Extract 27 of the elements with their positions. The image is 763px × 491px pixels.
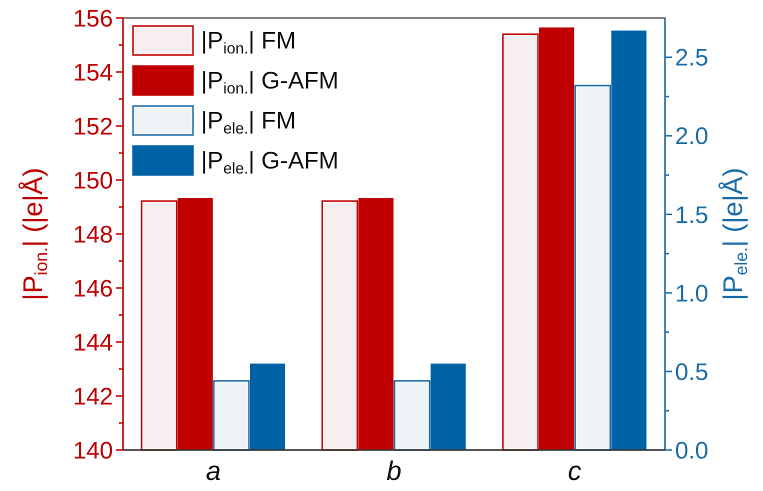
bar (213, 380, 250, 451)
y-tick-label: 152 (72, 113, 113, 140)
y2-tick-label: 2.5 (675, 44, 708, 72)
bar (430, 364, 466, 450)
legend-label: |P$_{ion.}$| G-AFM (201, 67, 339, 98)
y2-tick-label: 0.0 (675, 437, 708, 464)
y-tick-label: 154 (72, 59, 113, 86)
legend-label: |P$_{ele.}$| FM (201, 107, 296, 138)
y-tick-label: 148 (72, 221, 113, 248)
y2-tick-label: 1.5 (675, 202, 708, 229)
y2-tick-label: 0.5 (675, 358, 708, 386)
legend-label: |P$_{ele.}$| G-AFM (201, 147, 339, 178)
y2-tick-label: 1.0 (675, 280, 708, 308)
y-tick-label: 150 (72, 167, 113, 194)
bar (611, 30, 646, 450)
y-tick-label: 140 (72, 437, 113, 464)
x-tick-label: c (568, 456, 582, 486)
y-tick-label: 156 (72, 5, 113, 32)
y-tick-label: 146 (72, 275, 113, 302)
y2-tick-label: 2.0 (675, 123, 708, 150)
bar (394, 380, 430, 451)
y-tick-label: 144 (72, 329, 113, 356)
x-tick-label: b (386, 456, 402, 486)
bar (250, 364, 286, 450)
y-tick-label: 142 (72, 383, 113, 410)
legend-label: |P$_{ion.}$| FM (201, 27, 296, 58)
x-tick-label: a (206, 456, 221, 486)
